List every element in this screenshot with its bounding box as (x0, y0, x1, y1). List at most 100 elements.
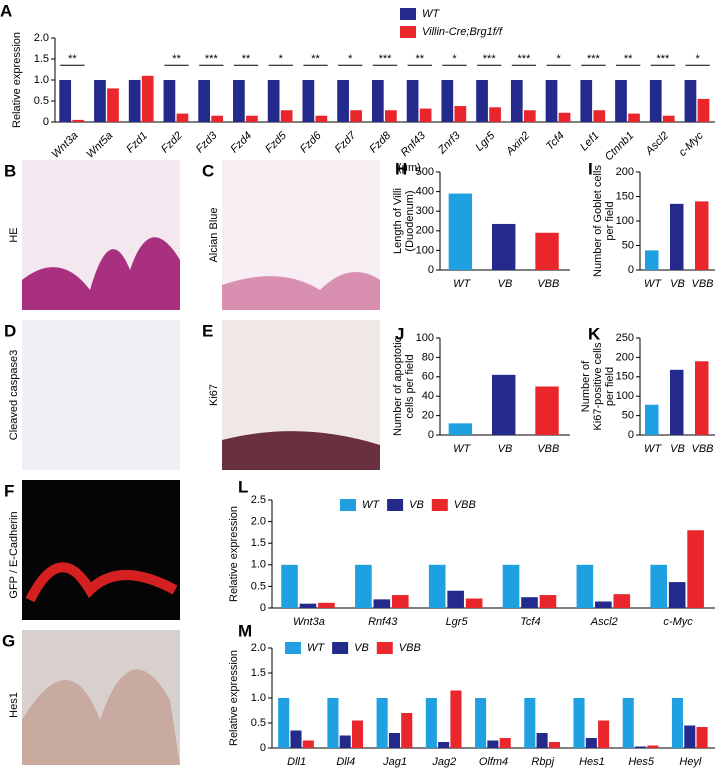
bar (668, 582, 686, 608)
bar (628, 113, 640, 122)
y-tick-label: 0 (260, 602, 266, 614)
x-tick-label: Fzd1 (124, 130, 150, 156)
panel-letter: G (2, 631, 15, 650)
bar (635, 746, 647, 748)
y-tick-label: 0 (428, 264, 434, 276)
y-tick-label: 150 (616, 371, 634, 383)
bar (576, 564, 594, 608)
bar (233, 80, 245, 122)
bar (428, 564, 446, 608)
x-tick-label: Rnf43 (368, 616, 398, 628)
x-tick-label: Dll1 (287, 756, 306, 768)
bar (684, 725, 696, 748)
x-tick-label: WT (644, 278, 662, 290)
y-axis-label: (Duodenum) (404, 190, 416, 251)
bar (447, 590, 464, 608)
y-tick-label: 0.5 (251, 580, 266, 592)
bar (281, 564, 298, 608)
bar (671, 698, 684, 748)
bar (539, 595, 557, 608)
bar (141, 75, 154, 122)
bar (645, 404, 659, 435)
panel-letter: F (4, 481, 14, 500)
y-tick-label: 100 (416, 244, 434, 256)
bar (267, 80, 280, 122)
y-axis-label: Number of (580, 360, 592, 412)
bar (72, 119, 85, 122)
bar (448, 423, 473, 435)
x-tick-label: Lgr5 (473, 129, 498, 154)
bar (128, 80, 141, 122)
y-axis-label: Relative expression (11, 32, 23, 128)
bar (499, 738, 511, 748)
bar (438, 742, 450, 748)
legend-label: WT (422, 8, 440, 20)
x-tick-label: Wnt3a (293, 616, 325, 628)
bar (585, 738, 597, 748)
y-tick-label: 80 (422, 351, 434, 363)
x-tick-label: VBB (691, 443, 713, 455)
legend-label: VB (409, 499, 424, 511)
x-tick-label: c-Myc (677, 129, 707, 159)
y-axis-label: per field (604, 201, 616, 240)
bar (59, 80, 72, 122)
bar (299, 603, 317, 608)
y-tick-label: 1.0 (34, 74, 49, 86)
x-tick-label: VBB (537, 278, 559, 290)
significance: ** (415, 53, 424, 65)
bar (290, 730, 302, 748)
panel-letter: C (202, 161, 214, 180)
x-tick-label: VB (498, 278, 513, 290)
bar (373, 599, 391, 608)
panel-letter: K (588, 324, 601, 343)
x-tick-label: WT (644, 443, 662, 455)
x-tick-label: VB (498, 443, 513, 455)
legend-label: VBB (454, 499, 476, 511)
panel-label: Hes1 (8, 692, 20, 718)
bar (489, 107, 501, 122)
x-tick-label: Dll4 (336, 756, 355, 768)
bar (355, 564, 372, 608)
y-tick-label: 2.0 (34, 32, 49, 44)
bar (558, 112, 571, 122)
panel-letter: I (588, 159, 593, 178)
bar (475, 698, 487, 748)
y-tick-label: 1.0 (251, 559, 266, 571)
legend-label: WT (362, 499, 380, 511)
y-axis-label: Relative expression (228, 650, 240, 746)
image-gfp (22, 480, 180, 620)
y-axis-label: per field (604, 367, 616, 406)
significance: ** (624, 53, 633, 65)
y-tick-label: 0 (428, 429, 434, 441)
x-tick-label: c-Myc (663, 616, 693, 628)
x-tick-label: Hes1 (579, 756, 605, 768)
bar (176, 113, 189, 122)
legend-swatch (431, 499, 448, 511)
bar (687, 530, 704, 608)
bar (163, 80, 176, 122)
bar (339, 735, 351, 748)
bar (315, 115, 328, 122)
significance: * (557, 53, 562, 65)
legend-swatch (376, 642, 393, 654)
bar (613, 594, 631, 608)
bar (211, 115, 224, 122)
bar (510, 80, 523, 122)
x-tick-label: Jag1 (382, 756, 407, 768)
x-tick-label: Ascl2 (590, 616, 618, 628)
x-tick-label: Lef1 (578, 130, 602, 154)
bar (107, 88, 119, 122)
tissue (22, 237, 180, 310)
bar (318, 602, 335, 608)
bar (502, 564, 520, 608)
panel-label: Ki67 (208, 384, 220, 406)
y-tick-label: 2.0 (251, 516, 266, 528)
bar (280, 110, 293, 122)
significance: ** (172, 53, 181, 65)
y-tick-label: 1.0 (251, 692, 266, 704)
bar (545, 80, 558, 122)
y-tick-label: 60 (422, 371, 434, 383)
y-tick-label: 500 (416, 166, 434, 178)
significance: *** (656, 53, 670, 65)
significance: * (695, 53, 700, 65)
